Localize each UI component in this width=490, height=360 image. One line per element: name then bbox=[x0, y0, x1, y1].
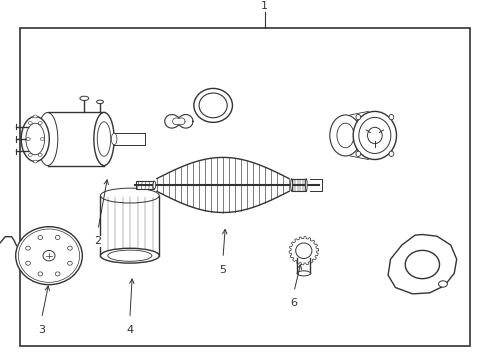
Ellipse shape bbox=[38, 112, 58, 166]
Ellipse shape bbox=[33, 160, 37, 163]
Ellipse shape bbox=[38, 153, 42, 156]
Text: 5: 5 bbox=[220, 265, 226, 275]
Ellipse shape bbox=[296, 243, 312, 258]
Ellipse shape bbox=[55, 272, 60, 276]
Ellipse shape bbox=[305, 179, 307, 191]
Ellipse shape bbox=[153, 181, 156, 189]
Ellipse shape bbox=[100, 248, 159, 263]
Ellipse shape bbox=[439, 281, 447, 287]
Ellipse shape bbox=[68, 261, 72, 265]
Polygon shape bbox=[289, 237, 318, 265]
Text: 4: 4 bbox=[126, 325, 133, 335]
Ellipse shape bbox=[356, 151, 361, 157]
Ellipse shape bbox=[38, 272, 43, 276]
Ellipse shape bbox=[26, 246, 30, 250]
Ellipse shape bbox=[108, 250, 152, 261]
Ellipse shape bbox=[291, 179, 293, 191]
Text: 1: 1 bbox=[261, 1, 268, 11]
Ellipse shape bbox=[26, 261, 30, 265]
Ellipse shape bbox=[33, 115, 37, 118]
Ellipse shape bbox=[389, 151, 394, 157]
Ellipse shape bbox=[337, 123, 354, 148]
Ellipse shape bbox=[38, 235, 43, 239]
Ellipse shape bbox=[28, 153, 32, 156]
Text: 2: 2 bbox=[95, 236, 101, 246]
Ellipse shape bbox=[356, 114, 361, 120]
Bar bbox=[136, 181, 154, 189]
Ellipse shape bbox=[28, 122, 32, 125]
Ellipse shape bbox=[389, 114, 394, 120]
Ellipse shape bbox=[94, 112, 114, 166]
Ellipse shape bbox=[38, 122, 42, 125]
Ellipse shape bbox=[55, 235, 60, 239]
Ellipse shape bbox=[297, 271, 311, 276]
Ellipse shape bbox=[359, 117, 391, 153]
Text: 6: 6 bbox=[291, 298, 297, 308]
Ellipse shape bbox=[68, 246, 72, 250]
Text: 3: 3 bbox=[38, 325, 45, 335]
Ellipse shape bbox=[111, 133, 117, 145]
Ellipse shape bbox=[194, 89, 232, 122]
Polygon shape bbox=[388, 234, 457, 294]
Ellipse shape bbox=[16, 227, 82, 285]
Ellipse shape bbox=[330, 115, 361, 156]
Ellipse shape bbox=[26, 138, 30, 140]
Ellipse shape bbox=[80, 96, 89, 100]
Ellipse shape bbox=[368, 127, 382, 144]
Ellipse shape bbox=[26, 123, 45, 155]
Ellipse shape bbox=[97, 122, 111, 156]
Ellipse shape bbox=[199, 93, 227, 118]
Ellipse shape bbox=[97, 100, 103, 104]
Ellipse shape bbox=[21, 116, 49, 162]
Ellipse shape bbox=[40, 138, 44, 140]
Ellipse shape bbox=[100, 188, 159, 203]
Bar bbox=[292, 179, 306, 191]
Ellipse shape bbox=[353, 111, 396, 159]
Polygon shape bbox=[165, 114, 193, 128]
Ellipse shape bbox=[43, 251, 55, 261]
Ellipse shape bbox=[405, 251, 440, 279]
Polygon shape bbox=[157, 157, 289, 212]
